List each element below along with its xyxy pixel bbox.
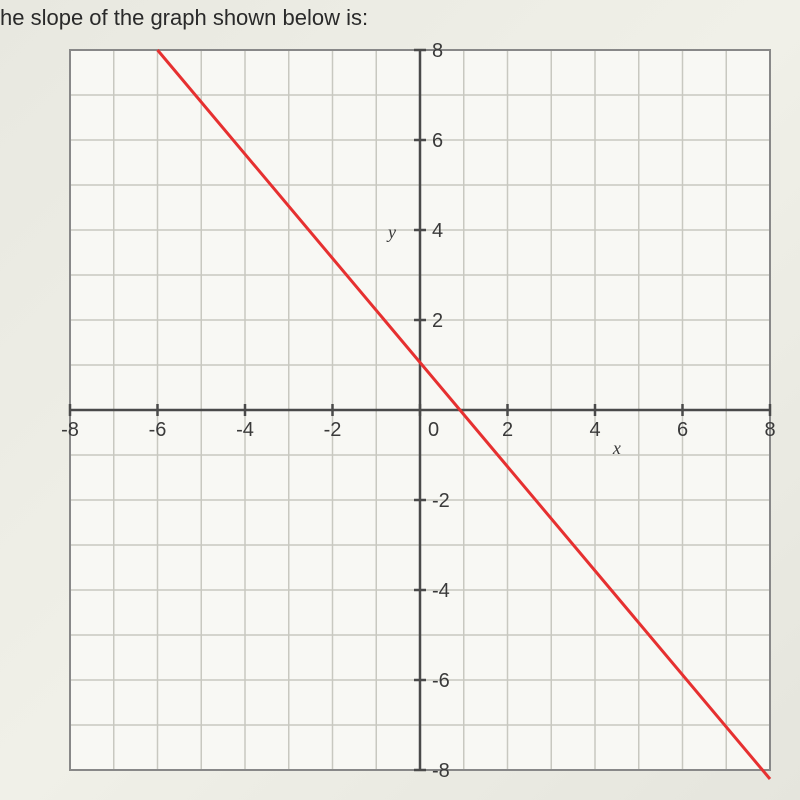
x-tick-label: 4 xyxy=(589,419,600,441)
y-axis-label: y xyxy=(386,222,396,242)
x-tick-label: 2 xyxy=(502,419,513,441)
y-tick-label: 8 xyxy=(432,40,443,62)
x-tick-label: 8 xyxy=(764,419,775,441)
x-axis-label: x xyxy=(612,438,621,458)
question-title: he slope of the graph shown below is: xyxy=(0,5,368,31)
y-tick-label: -2 xyxy=(432,490,450,512)
page-container: he slope of the graph shown below is: -8… xyxy=(0,0,800,800)
x-tick-label: -6 xyxy=(149,419,167,441)
y-tick-label: 6 xyxy=(432,130,443,152)
y-tick-label: -6 xyxy=(432,670,450,692)
y-tick-label: -8 xyxy=(432,760,450,782)
y-tick-label: 4 xyxy=(432,220,443,242)
x-tick-label: 0 xyxy=(428,419,439,441)
x-tick-label: -2 xyxy=(324,419,342,441)
y-tick-label: -4 xyxy=(432,580,450,602)
coordinate-graph: -8 -6 -4 -2 0 2 4 6 8 -8 -6 -4 -2 2 4 6 8 x y xyxy=(20,30,780,790)
chart-area: -8 -6 -4 -2 0 2 4 6 8 -8 -6 -4 -2 2 4 6 8 x y xyxy=(20,30,780,790)
y-tick-label: 2 xyxy=(432,310,443,332)
x-tick-label: -8 xyxy=(61,419,79,441)
x-tick-label: 6 xyxy=(677,419,688,441)
x-tick-label: -4 xyxy=(236,419,254,441)
